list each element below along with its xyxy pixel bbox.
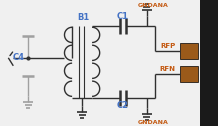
Text: B1: B1 [77, 13, 89, 22]
Bar [200, 0, 218, 126]
Bar [180, 66, 198, 82]
Text: RFP: RFP [160, 43, 176, 49]
Text: GNDANA: GNDANA [137, 120, 168, 125]
Text: C4: C4 [12, 53, 24, 62]
Text: C2: C2 [117, 101, 129, 110]
Text: GNDANA: GNDANA [137, 3, 168, 8]
Text: C1: C1 [117, 12, 129, 21]
Bar [180, 43, 198, 59]
Text: RFN: RFN [160, 66, 176, 72]
